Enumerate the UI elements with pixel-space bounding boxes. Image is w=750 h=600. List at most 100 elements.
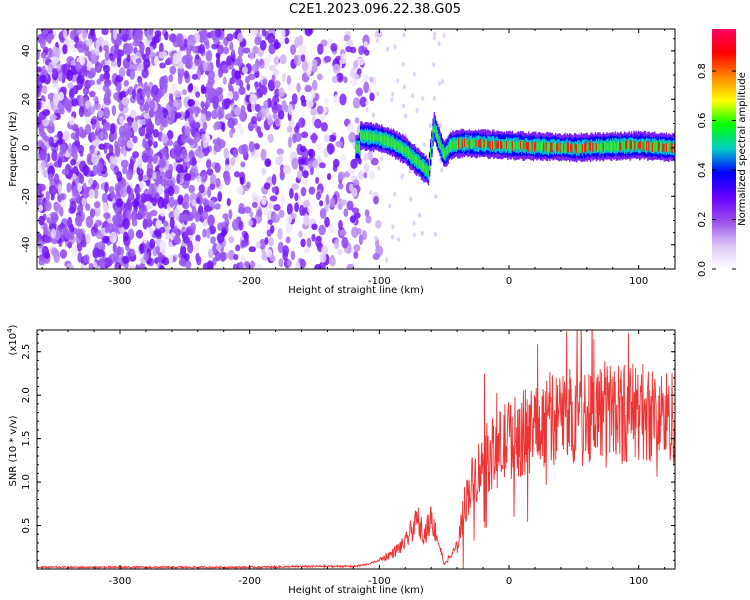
heatmap-cell	[310, 89, 316, 99]
heatmap-cell	[291, 93, 298, 105]
heatmap-signal-cell	[409, 151, 411, 160]
heatmap-cell	[215, 56, 221, 69]
heatmap-cell	[75, 61, 82, 73]
heatmap-cell	[129, 264, 135, 269]
heatmap-cell	[227, 249, 235, 261]
heatmap-cell	[200, 101, 205, 109]
heatmap-cell	[239, 176, 244, 186]
heatmap-cell	[99, 131, 104, 140]
heatmap-signal-cell	[410, 151, 412, 160]
bottom-x-axis: -300 -200 -100 0 100	[41, 330, 666, 587]
heatmap-signal-cell	[558, 142, 560, 153]
heatmap-cell	[268, 37, 274, 45]
heatmap-signal-cell	[480, 138, 482, 149]
heatmap-cell	[346, 263, 355, 269]
heatmap-signal-cell	[372, 133, 375, 144]
heatmap-cell	[75, 29, 83, 35]
heatmap-signal-cell	[508, 141, 510, 149]
heatmap-signal-cell	[627, 142, 629, 152]
heatmap-signal-cell	[561, 143, 564, 153]
heatmap-cell	[286, 203, 293, 215]
heatmap-cell	[277, 109, 285, 120]
heatmap-cell	[89, 208, 96, 218]
heatmap-signal-cell	[384, 134, 386, 145]
heatmap-cell	[173, 90, 182, 98]
heatmap-signal-cell	[460, 138, 462, 149]
heatmap-cell	[261, 167, 267, 176]
heatmap-signal-cell	[661, 142, 663, 152]
snr-series-line	[37, 330, 675, 569]
heatmap-cell	[87, 106, 95, 115]
heatmap-signal-cell	[477, 140, 480, 147]
heatmap-cell	[263, 182, 271, 190]
heatmap-cell	[440, 167, 444, 173]
heatmap-signal-cell	[658, 141, 661, 150]
heatmap-cell	[294, 125, 300, 134]
heatmap-cell	[121, 96, 130, 106]
heatmap-cell	[89, 29, 95, 36]
heatmap-cell	[412, 220, 416, 226]
heatmap-cell	[195, 53, 200, 61]
heatmap-cell	[240, 105, 246, 113]
heatmap-signal-cell	[434, 127, 437, 134]
heatmap-cell	[311, 79, 318, 92]
heatmap-signal-cell	[437, 133, 439, 143]
heatmap-cell	[103, 131, 108, 140]
heatmap-cell	[268, 64, 276, 71]
heatmap-cell	[347, 123, 354, 134]
heatmap-cell	[167, 185, 175, 197]
x-tick-label: 100	[629, 576, 648, 587]
heatmap-signal-cell	[396, 141, 398, 149]
heatmap-cell	[69, 30, 76, 41]
heatmap-cell	[365, 215, 372, 224]
heatmap-signal-cell	[532, 142, 535, 152]
heatmap-cell	[129, 109, 137, 119]
x-tick-label: 0	[506, 276, 512, 287]
heatmap-cell	[370, 157, 379, 166]
heatmap-cell	[352, 73, 360, 81]
heatmap-signal-cell	[488, 141, 490, 149]
heatmap-cell	[316, 105, 324, 115]
heatmap-cell	[95, 232, 104, 240]
heatmap-signal-cell	[463, 138, 466, 148]
heatmap-cell	[62, 44, 68, 55]
heatmap-cell	[375, 219, 382, 229]
heatmap-cell	[121, 178, 127, 189]
heatmap-cell	[90, 118, 97, 125]
heatmap-cell	[119, 115, 124, 125]
heatmap-cell	[251, 63, 259, 73]
heatmap-cell	[248, 246, 256, 253]
heatmap-signal-cell	[622, 141, 625, 151]
heatmap-signal-cell	[382, 136, 384, 145]
heatmap-cell	[256, 209, 263, 218]
heatmap-cell	[110, 191, 116, 200]
heatmap-signal-cell	[435, 129, 438, 138]
x-tick-label: 100	[629, 276, 648, 287]
heatmap-cell	[222, 76, 227, 85]
heatmap-cell	[146, 201, 154, 210]
heatmap-cell	[291, 157, 299, 170]
heatmap-cell	[135, 264, 140, 269]
heatmap-cell	[265, 223, 271, 231]
heatmap-cell	[95, 219, 103, 227]
heatmap-cell	[168, 196, 175, 208]
colorbar-tick-label: 0.6	[697, 113, 708, 129]
heatmap-cell	[120, 159, 129, 168]
heatmap-cell	[125, 199, 132, 209]
heatmap-cell	[131, 199, 140, 208]
heatmap-cell	[46, 217, 51, 224]
y-tick-label: 20	[21, 93, 32, 106]
heatmap-cell	[110, 60, 117, 67]
heatmap-cell	[324, 216, 330, 228]
heatmap-cell	[339, 199, 347, 206]
heatmap-cell	[235, 244, 241, 252]
heatmap-signal-cell	[406, 147, 409, 156]
heatmap-cell	[135, 229, 144, 239]
heatmap-signal-cell	[629, 140, 632, 150]
heatmap-cell	[183, 38, 188, 48]
heatmap-cell	[57, 183, 63, 195]
heatmap-signal-cell	[539, 141, 542, 152]
heatmap-cell	[117, 213, 123, 226]
colorbar-label: Normalized spectral amplitude	[737, 72, 748, 226]
